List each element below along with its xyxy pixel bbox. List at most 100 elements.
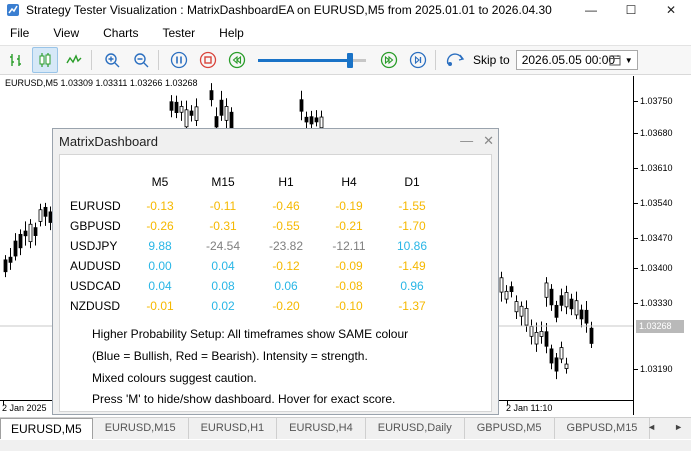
strength-cell[interactable]: -0.09	[335, 259, 363, 273]
dashboard-close-icon[interactable]: ✕	[483, 133, 494, 148]
menu-charts[interactable]: Charts	[103, 26, 139, 40]
chart-tab[interactable]: EURUSD,H1	[189, 418, 278, 439]
candle-body	[584, 309, 589, 324]
timeframe-header: H1	[278, 175, 294, 189]
bar-chart-icon[interactable]	[3, 47, 29, 73]
candle-body	[8, 256, 13, 263]
strength-cell[interactable]: -0.20	[272, 299, 300, 313]
title-bar: Strategy Tester Visualization : MatrixDa…	[0, 0, 691, 20]
strength-cell[interactable]: 0.02	[211, 299, 235, 313]
chart-tab[interactable]: EURUSD,M5	[0, 418, 93, 439]
time-label: 2 Jan 2025	[2, 403, 47, 413]
rewind-icon[interactable]	[224, 47, 250, 73]
timeframe-header: D1	[404, 175, 420, 189]
strength-cell[interactable]: 0.04	[148, 279, 172, 293]
strength-cell[interactable]: 0.96	[400, 279, 424, 293]
skip-forward-icon[interactable]	[405, 47, 431, 73]
strength-cell[interactable]: -1.55	[398, 199, 426, 213]
candle-body	[314, 117, 319, 123]
price-label: 1.03400	[640, 263, 673, 273]
price-tick	[634, 101, 638, 102]
strength-cell[interactable]: -0.12	[272, 259, 300, 273]
chart-tab[interactable]: EURUSD,Daily	[366, 418, 465, 439]
strength-cell[interactable]: 10.86	[396, 239, 428, 253]
candle-body	[229, 111, 234, 129]
candle-body	[319, 116, 324, 129]
matrix-dashboard-panel[interactable]: MatrixDashboard — ✕ M5 M15 H1 H4 D1 EURUSD -0.…	[52, 128, 499, 415]
strength-cell[interactable]: 0.04	[211, 259, 235, 273]
strength-cell[interactable]: 0.08	[211, 279, 235, 293]
strength-cell[interactable]: -0.31	[209, 219, 237, 233]
strength-cell[interactable]: -0.46	[272, 199, 300, 213]
speed-slider[interactable]	[258, 50, 366, 70]
strength-cell[interactable]: 0.06	[274, 279, 298, 293]
ohlc-readout: EURUSD,M5 1.03309 1.03311 1.03266 1.0326…	[5, 78, 198, 88]
candle-body	[219, 99, 224, 116]
chart-tab[interactable]: GBPUSD,M15	[555, 418, 651, 439]
skip-to-date-field[interactable]: 2026.05.05 00:00 ▼	[515, 50, 638, 70]
chart-tab[interactable]: GBPUSD,M5	[465, 418, 555, 439]
zoom-out-icon[interactable]	[128, 47, 154, 73]
menu-view[interactable]: View	[53, 26, 80, 40]
stop-icon[interactable]	[195, 47, 221, 73]
strength-cell[interactable]: -0.13	[146, 199, 174, 213]
pause-icon[interactable]	[166, 47, 192, 73]
price-tick	[634, 369, 638, 370]
candle-body	[524, 307, 529, 326]
time-tick	[3, 401, 4, 405]
candle-body	[564, 292, 569, 308]
chart-tab[interactable]: EURUSD,M15	[93, 418, 189, 439]
dashboard-minimize-button[interactable]: —	[460, 133, 474, 148]
candle-body	[179, 106, 184, 113]
candlestick-icon[interactable]	[32, 47, 58, 73]
strength-cell[interactable]: 0.00	[148, 259, 172, 273]
strength-cell[interactable]: -0.08	[335, 279, 363, 293]
strength-cell[interactable]: -12.11	[332, 239, 366, 253]
strength-cell[interactable]: -23.82	[268, 239, 304, 253]
calendar-icon[interactable]	[609, 54, 621, 66]
fast-forward-icon[interactable]	[376, 47, 402, 73]
menu-file[interactable]: File	[10, 26, 30, 40]
price-label: 1.03190	[640, 364, 673, 374]
speed-slider-thumb[interactable]	[346, 53, 353, 68]
candle-body	[18, 233, 23, 249]
strength-cell[interactable]: -1.37	[398, 299, 426, 313]
menu-help[interactable]: Help	[219, 26, 244, 40]
strength-cell[interactable]: -0.19	[335, 199, 363, 213]
status-strip	[0, 440, 691, 451]
candle-body	[33, 227, 38, 236]
candle-body	[499, 277, 504, 293]
candle-body	[569, 298, 574, 310]
candle-body	[184, 109, 189, 128]
maximize-button[interactable]: ☐	[625, 3, 637, 17]
zoom-in-icon[interactable]	[99, 47, 125, 73]
strength-cell[interactable]: -24.54	[205, 239, 241, 253]
strength-cell[interactable]: -1.70	[398, 219, 426, 233]
strength-cell[interactable]: -0.21	[335, 219, 363, 233]
window-title: Strategy Tester Visualization : MatrixDa…	[26, 3, 552, 17]
dashboard-header[interactable]: MatrixDashboard — ✕	[53, 129, 498, 154]
tab-scroll-left-icon[interactable]: ◄	[647, 422, 657, 432]
candle-body	[529, 326, 534, 337]
strength-cell[interactable]: -0.26	[146, 219, 174, 233]
dashboard-note-2: (Blue = Bullish, Red = Bearish). Intensi…	[92, 349, 368, 363]
symbol-label: USDJPY	[70, 239, 118, 253]
price-label: 1.03610	[640, 163, 673, 173]
close-button[interactable]: ✕	[665, 3, 677, 17]
strength-cell[interactable]: -0.55	[272, 219, 300, 233]
strength-cell[interactable]: -0.11	[209, 199, 237, 213]
line-chart-icon[interactable]	[61, 47, 87, 73]
strength-cell[interactable]: 9.88	[148, 239, 172, 253]
tab-scroll-right-icon[interactable]: ►	[674, 422, 683, 432]
price-label: 1.03750	[640, 96, 673, 106]
chart-tab[interactable]: EURUSD,H4	[277, 418, 366, 439]
menu-tester[interactable]: Tester	[162, 26, 196, 40]
candle-body	[38, 209, 43, 222]
strength-cell[interactable]: -1.49	[398, 259, 426, 273]
minimize-button[interactable]: —	[585, 3, 597, 17]
strength-cell[interactable]: -0.01	[146, 299, 174, 313]
strength-cell[interactable]: -0.10	[335, 299, 363, 313]
price-scale[interactable]: 1.03268 1.03750 1.03680 1.03610 1.03540 1.03…	[633, 76, 691, 415]
skip-to-icon[interactable]	[443, 47, 469, 73]
chevron-down-icon[interactable]: ▼	[624, 56, 633, 65]
